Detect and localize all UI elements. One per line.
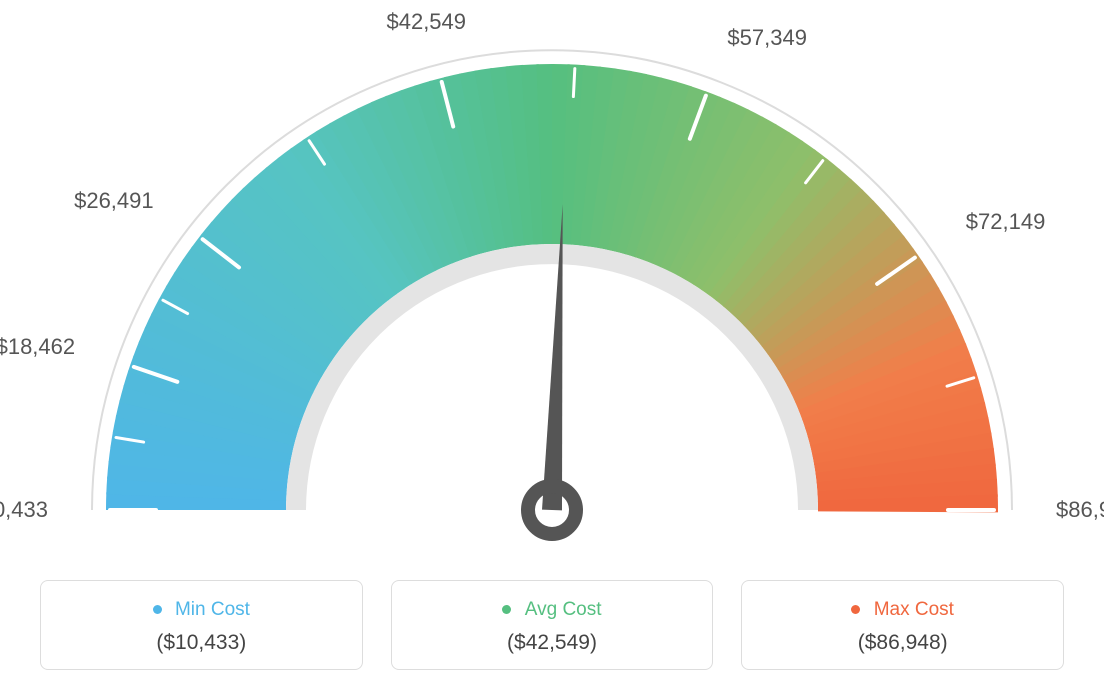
gauge-tick-label: $26,491 — [74, 188, 154, 214]
gauge-tick-label: $57,349 — [727, 25, 807, 51]
avg-cost-bullet-icon — [502, 605, 511, 614]
avg-cost-card: Avg Cost ($42,549) — [391, 580, 714, 670]
min-cost-value: ($10,433) — [51, 631, 352, 655]
max-cost-label: Max Cost — [874, 599, 954, 620]
gauge-tick-label: $42,549 — [386, 9, 466, 35]
gauge-tick-label: $18,462 — [0, 334, 75, 360]
cost-gauge: $10,433 $18,462 $26,491 $42,549 $57,349 $72,1… — [0, 0, 1104, 560]
gauge-tick-label: $72,149 — [966, 209, 1046, 235]
min-cost-bullet-icon — [153, 605, 162, 614]
avg-cost-label: Avg Cost — [525, 599, 602, 620]
avg-cost-value: ($42,549) — [402, 631, 703, 655]
min-cost-title: Min Cost — [51, 599, 352, 621]
min-cost-card: Min Cost ($10,433) — [40, 580, 363, 670]
gauge-tick-label: $86,948 — [1056, 497, 1104, 523]
summary-cards: Min Cost ($10,433) Avg Cost ($42,549) Ma… — [40, 580, 1064, 670]
min-cost-label: Min Cost — [175, 599, 250, 620]
avg-cost-title: Avg Cost — [402, 599, 703, 621]
max-cost-value: ($86,948) — [752, 631, 1053, 655]
max-cost-card: Max Cost ($86,948) — [741, 580, 1064, 670]
max-cost-bullet-icon — [851, 605, 860, 614]
max-cost-title: Max Cost — [752, 599, 1053, 621]
gauge-tick-label: $10,433 — [0, 497, 48, 523]
